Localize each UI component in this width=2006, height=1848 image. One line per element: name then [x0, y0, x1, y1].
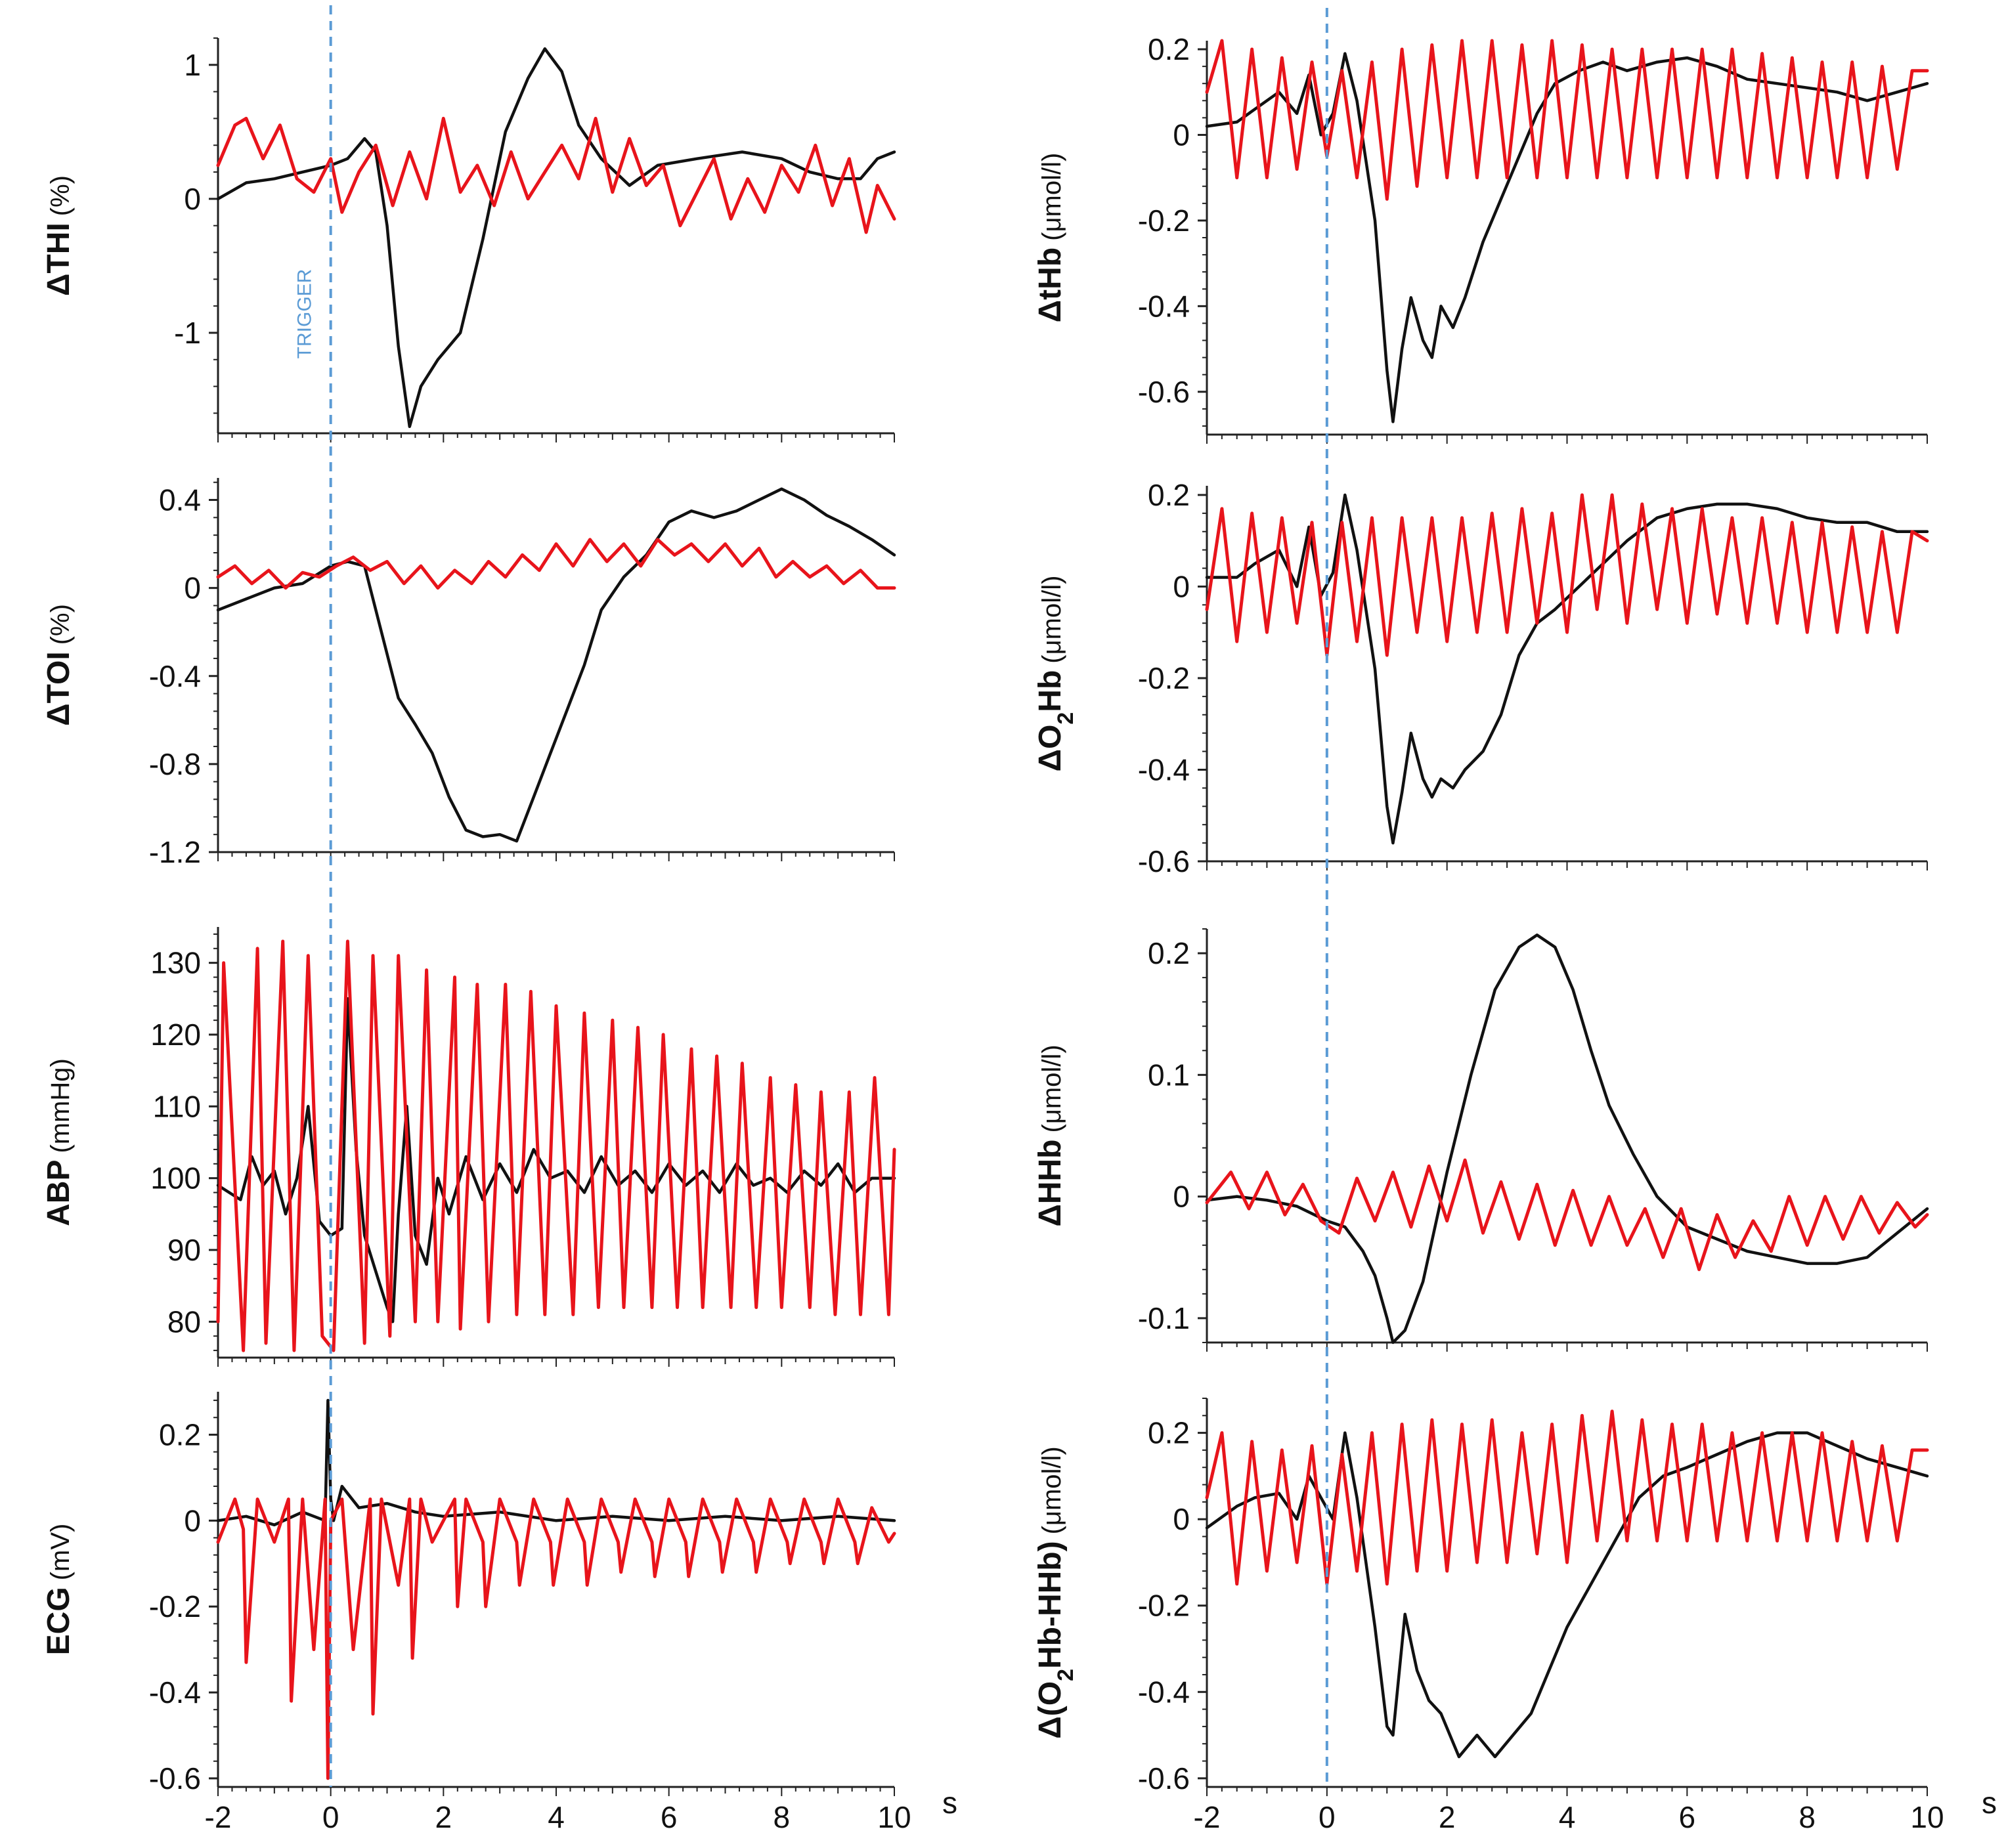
- y-tick-label-hhb: 0.2: [1148, 936, 1190, 970]
- y-tick-label-ecg: -0.2: [149, 1589, 201, 1623]
- y-axis-label-hbdiff: Δ(O2Hb-HHb)(μmol/l): [1033, 1446, 1078, 1739]
- panel-toi: 0.4 0 -0.4 -0.8 -1.2 ΔTOI(%): [41, 478, 896, 869]
- series-line-ecg-red: [216, 1497, 896, 1780]
- y-tick-label-ecg: 0: [184, 1503, 201, 1537]
- y-axis-label-thi: ΔTHI(%): [41, 175, 76, 296]
- y-tick-label-o2hb: 0: [1173, 569, 1190, 603]
- trigger-lines: [329, 5, 1328, 1787]
- series-line-toi-red: [216, 538, 896, 590]
- panel-hbdiff: 0.2 0 -0.2 -0.4 -0.6-2 0 2 4 6 8 10 Δ(O2Hb-HHb)(μmo…: [1033, 1398, 1944, 1834]
- x-tick-label-ecg: 8: [774, 1800, 791, 1834]
- x-tick-label-ecg: -2: [205, 1800, 232, 1834]
- series-line-thi-red: [216, 116, 896, 234]
- y-axis-label-hhb: ΔHHb(μmol/l): [1033, 1044, 1068, 1226]
- y-tick-label-ecg: 0.2: [159, 1417, 201, 1451]
- panels: 10-1ΔTHI(%)TRIGGER0.40-0.4-0.8-1.2ΔTOI(%…: [41, 32, 1944, 1834]
- panel-hhb: 0.2 0.1 0 -0.1 ΔHHb(μmol/l): [1033, 928, 1929, 1352]
- x-tick-label-hbdiff: 2: [1439, 1800, 1456, 1834]
- y-axis-label-toi: ΔTOI(%): [41, 604, 76, 726]
- y-tick-label-o2hb: -0.6: [1138, 844, 1190, 878]
- y-tick-label-hbdiff: -0.4: [1138, 1675, 1190, 1709]
- series-line-thi-black: [216, 47, 896, 429]
- x-tick-label-ecg: 6: [661, 1800, 678, 1834]
- series-line-ecg-black: [216, 1398, 896, 1527]
- panel-thi: 1 0 -1 ΔTHI(%) TRIGGER: [41, 37, 896, 442]
- y-tick-label-abp: 100: [150, 1161, 201, 1195]
- x-tick-label-hbdiff: 0: [1319, 1800, 1336, 1834]
- x-tick-label-hbdiff: 6: [1679, 1800, 1696, 1834]
- y-tick-label-abp: 80: [167, 1304, 201, 1339]
- x-tick-label-hbdiff: 8: [1799, 1800, 1816, 1834]
- x-tick-label-hbdiff: 4: [1559, 1800, 1576, 1834]
- y-axis-label-ecg: ECG(mV): [41, 1524, 76, 1656]
- x-unit-left: s: [942, 1786, 957, 1820]
- y-tick-label-o2hb: -0.2: [1138, 661, 1190, 695]
- y-tick-label-hhb: 0: [1173, 1180, 1190, 1214]
- x-tick-label-ecg: 2: [435, 1800, 452, 1834]
- series-line-hbdiff-black: [1205, 1431, 1929, 1759]
- y-tick-label-toi: -0.8: [149, 747, 201, 781]
- series-line-hhb-black: [1205, 934, 1929, 1344]
- y-tick-label-o2hb: 0.2: [1148, 478, 1190, 512]
- y-axis-label-thb: ΔtHb(μmol/l): [1033, 153, 1068, 323]
- y-tick-label-abp: 110: [153, 1089, 201, 1123]
- y-tick-label-hhb: 0.1: [1148, 1058, 1190, 1092]
- y-tick-label-o2hb: -0.4: [1138, 752, 1190, 786]
- y-tick-label-toi: -1.2: [149, 835, 201, 869]
- y-tick-label-toi: -0.4: [149, 659, 201, 693]
- y-tick-label-ecg: -0.4: [149, 1675, 201, 1709]
- y-tick-label-thi: 0: [184, 182, 201, 216]
- y-tick-label-thb: 0.2: [1148, 32, 1190, 66]
- y-tick-label-hbdiff: -0.2: [1138, 1589, 1190, 1623]
- y-tick-label-thb: 0: [1173, 118, 1190, 152]
- x-tick-label-hbdiff: 10: [1910, 1800, 1944, 1834]
- y-tick-label-abp: 130: [150, 946, 201, 980]
- x-tick-label-ecg: 4: [548, 1800, 565, 1834]
- x-tick-label-hbdiff: -2: [1194, 1800, 1221, 1834]
- y-tick-label-toi: 0.4: [159, 483, 201, 517]
- panel-ecg: 0.2 0 -0.2 -0.4 -0.6-2 0 2 4 6 8 10 ECG(mV): [41, 1392, 911, 1834]
- x-unit-right: s: [1982, 1786, 1997, 1820]
- y-tick-label-ecg: -0.6: [149, 1761, 201, 1795]
- y-tick-label-hbdiff: 0.2: [1148, 1416, 1190, 1450]
- series-line-o2hb-black: [1205, 493, 1929, 845]
- panel-abp: 130 120 110 100 90 80 ABP(mmHg): [41, 927, 896, 1367]
- trigger-label: TRIGGER: [294, 269, 316, 359]
- y-tick-label-abp: 90: [167, 1233, 201, 1267]
- panel-thb: 0.2 0 -0.2 -0.4 -0.6 ΔtHb(μmol/l): [1033, 32, 1929, 444]
- y-axis-label-abp: ABP(mmHg): [41, 1058, 76, 1226]
- y-axis-label-o2hb: ΔO2Hb(μmol/l): [1033, 576, 1078, 772]
- series-line-toi-black: [216, 487, 896, 843]
- y-tick-label-hbdiff: -0.6: [1138, 1761, 1190, 1795]
- y-tick-label-thb: -0.4: [1138, 289, 1190, 323]
- y-tick-label-thb: -0.6: [1138, 375, 1190, 409]
- y-tick-label-abp: 120: [150, 1018, 201, 1052]
- y-tick-label-hbdiff: 0: [1173, 1502, 1190, 1536]
- y-tick-label-thb: -0.2: [1138, 204, 1190, 238]
- x-tick-label-ecg: 0: [322, 1800, 339, 1834]
- y-tick-label-thi: -1: [174, 316, 201, 350]
- series-line-hhb-red: [1205, 1158, 1929, 1272]
- x-tick-label-ecg: 10: [877, 1800, 911, 1834]
- y-tick-label-hhb: -0.1: [1138, 1301, 1190, 1335]
- y-tick-label-toi: 0: [184, 571, 201, 605]
- y-tick-label-thi: 1: [184, 48, 201, 82]
